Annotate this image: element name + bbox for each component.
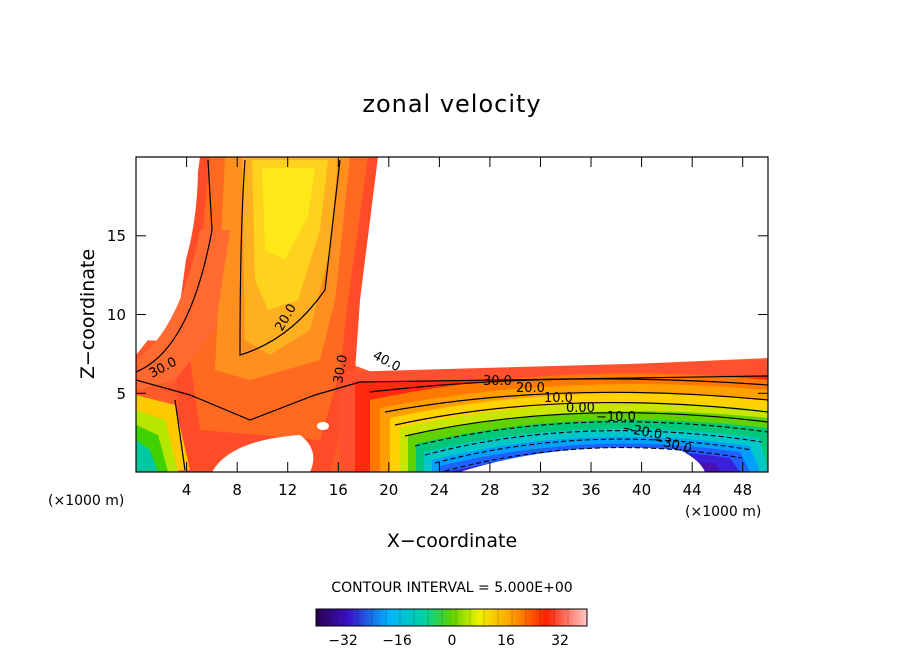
contour-interval-text: CONTOUR INTERVAL = 5.000E+00 xyxy=(331,580,572,596)
contour-label: 0.00 xyxy=(566,401,595,416)
colorbar-tick-label: 0 xyxy=(448,633,457,649)
x-unit-left: (×1000 m) xyxy=(48,493,124,509)
x-tick-label: 20 xyxy=(379,481,398,499)
colorbar-tick-label: −16 xyxy=(382,633,412,649)
x-tick-labels: 4 8 12 16 20 24 28 32 36 40 44 48 xyxy=(182,481,752,499)
x-tick-label: 12 xyxy=(278,481,297,499)
x-tick-label: 48 xyxy=(733,481,752,499)
x-tick-label: 8 xyxy=(232,481,242,499)
left-branch xyxy=(136,230,230,390)
x-tick-label: 24 xyxy=(430,481,449,499)
colorbar-tick-label: 16 xyxy=(497,633,515,649)
x-tick-label: 32 xyxy=(531,481,550,499)
contour-label: 30.0 xyxy=(483,374,512,389)
contour-field xyxy=(136,157,768,472)
contour-label: 30.0 xyxy=(331,354,351,385)
colorbar-tick-label: −32 xyxy=(328,633,358,649)
contour-label: 20.0 xyxy=(516,381,545,396)
y-tick-label: 10 xyxy=(107,306,126,324)
colorbar-gradient xyxy=(315,608,588,627)
colorbar: −32 −16 0 16 32 xyxy=(315,608,588,649)
x-unit-right: (×1000 m) xyxy=(685,504,761,520)
y-axis-label: Z−coordinate xyxy=(77,249,99,379)
chart-title: zonal velocity xyxy=(362,90,541,118)
x-tick-label: 16 xyxy=(329,481,348,499)
y-ticks xyxy=(136,235,768,394)
x-axis-label: X−coordinate xyxy=(387,530,517,552)
bottom-gap xyxy=(460,447,705,472)
y-tick-label: 5 xyxy=(116,385,126,403)
y-tick-label: 15 xyxy=(107,227,126,245)
contour-label: −10.0 xyxy=(596,410,636,425)
contour-lines xyxy=(136,159,768,471)
x-tick-label: 28 xyxy=(480,481,499,499)
contour-label: −20.0 xyxy=(621,421,663,443)
x-tick-label: 40 xyxy=(632,481,651,499)
x-ticks xyxy=(186,157,744,472)
negative-contours xyxy=(414,421,768,472)
x-tick-label: 4 xyxy=(182,481,192,499)
y-tick-labels: 5 10 15 xyxy=(107,227,126,403)
colorbar-tick-label: 32 xyxy=(551,633,569,649)
x-tick-label: 36 xyxy=(581,481,600,499)
contour-label: 10.0 xyxy=(544,391,573,406)
x-tick-label: 44 xyxy=(683,481,702,499)
